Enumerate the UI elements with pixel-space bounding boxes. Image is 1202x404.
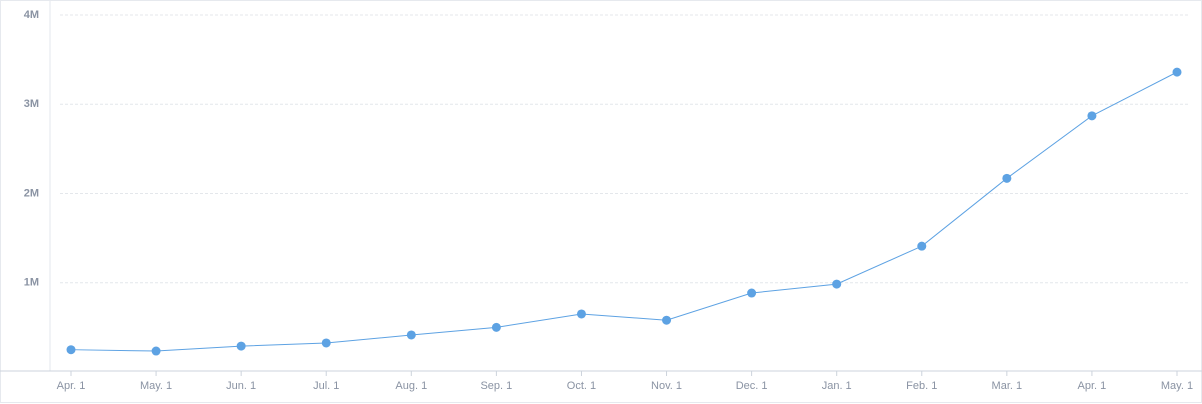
x-tick-label: Oct. 1: [567, 380, 596, 392]
x-tick-label: Apr. 1: [1078, 380, 1107, 392]
x-tick-label: May. 1: [1161, 380, 1193, 392]
y-tick-label: 4M: [24, 9, 39, 21]
data-point: [662, 315, 672, 325]
data-point: [917, 241, 927, 251]
data-point: [151, 346, 161, 356]
x-tick-label: Mar. 1: [992, 380, 1023, 392]
x-tick-label: Sep. 1: [480, 380, 512, 392]
data-point: [236, 341, 246, 351]
x-tick-label: Jul. 1: [313, 380, 339, 392]
data-point: [1002, 173, 1012, 183]
data-point: [747, 288, 757, 298]
data-point: [321, 338, 331, 348]
data-point: [491, 322, 501, 332]
y-tick-label: 3M: [24, 98, 39, 110]
x-tick-label: Nov. 1: [651, 380, 682, 392]
y-tick-label: 1M: [24, 277, 39, 289]
x-tick-label: Feb. 1: [906, 380, 937, 392]
series-line: [70, 71, 1178, 352]
y-tick-label: 2M: [24, 187, 39, 199]
data-point: [832, 279, 842, 289]
x-tick-label: May. 1: [140, 380, 172, 392]
x-tick-label: Jan. 1: [822, 380, 852, 392]
x-tick-label: Apr. 1: [57, 380, 86, 392]
data-point: [1172, 67, 1182, 77]
x-tick-label: Jun. 1: [226, 380, 256, 392]
data-point: [66, 345, 76, 355]
x-tick-label: Aug. 1: [395, 380, 427, 392]
data-point: [406, 330, 416, 340]
data-point: [576, 309, 586, 319]
x-tick-label: Dec. 1: [736, 380, 768, 392]
data-point: [1087, 111, 1097, 121]
